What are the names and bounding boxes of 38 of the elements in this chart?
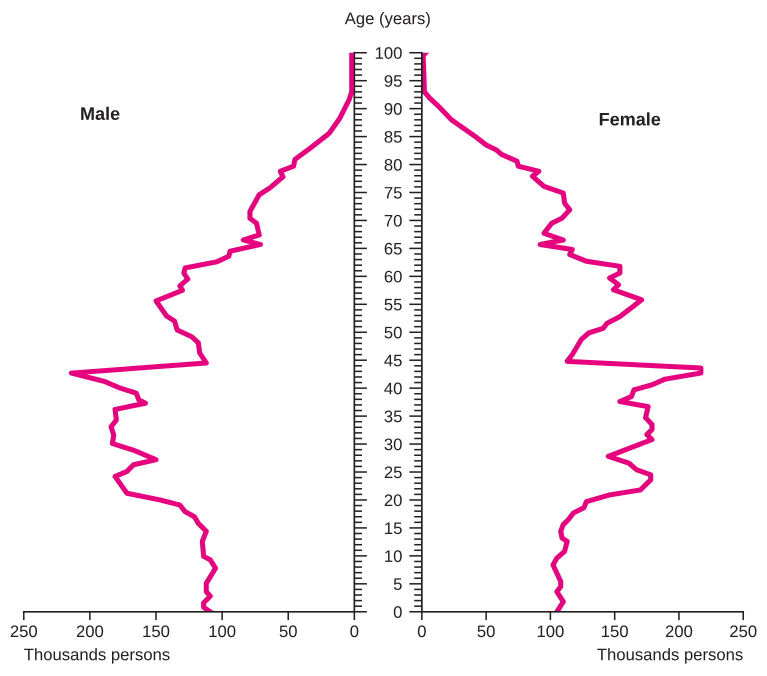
x-tick-label: 200 bbox=[76, 625, 104, 638]
y-tick-label: 45 bbox=[384, 354, 402, 366]
y-tick-label: 50 bbox=[384, 326, 402, 338]
x-tick-label: 200 bbox=[666, 625, 692, 638]
text: Male bbox=[81, 106, 120, 120]
x-tick-label: 50 bbox=[280, 625, 297, 638]
y-axis-title: Age (years) bbox=[344, 12, 430, 28]
x-axis-title: Thousands persons bbox=[597, 648, 743, 664]
y-tick-label: 80 bbox=[384, 158, 402, 171]
y-tick-label: 65 bbox=[384, 242, 402, 255]
y-tick-label: 95 bbox=[384, 75, 402, 87]
x-tick-label: 100 bbox=[209, 625, 236, 638]
x-tick-label: 150 bbox=[602, 625, 628, 638]
x-tick-label: 50 bbox=[478, 625, 495, 638]
y-tick-label: 100 bbox=[376, 47, 402, 59]
y-tick-label: 20 bbox=[384, 494, 402, 506]
y-tick-label: 30 bbox=[384, 438, 402, 450]
y-tick-label: 75 bbox=[384, 187, 402, 199]
y-tick-label: 90 bbox=[384, 103, 402, 115]
x-axis-title: Thousands persons bbox=[24, 648, 170, 664]
y-tick-label: 10 bbox=[385, 550, 402, 562]
y-tick-label: 60 bbox=[384, 270, 402, 283]
x-tick-label: 0 bbox=[350, 625, 358, 638]
y-tick-label: 85 bbox=[384, 130, 402, 143]
y-tick-label: 0 bbox=[394, 606, 402, 618]
x-tick-label: 150 bbox=[143, 625, 170, 638]
y-tick-label: 55 bbox=[384, 298, 402, 311]
x-tick-label: 100 bbox=[538, 625, 564, 638]
y-tick-label: 35 bbox=[384, 410, 402, 422]
y-tick-label: 25 bbox=[384, 466, 402, 478]
y-tick-label: 15 bbox=[385, 522, 402, 534]
y-tick-label: 5 bbox=[394, 578, 402, 590]
x-tick-label: 0 bbox=[418, 625, 426, 638]
x-tick-label: 250 bbox=[730, 625, 756, 638]
x-tick-label: 250 bbox=[10, 625, 38, 638]
y-tick-label: 70 bbox=[384, 214, 402, 227]
y-tick-label: 40 bbox=[384, 382, 402, 394]
text: Female bbox=[600, 112, 660, 126]
